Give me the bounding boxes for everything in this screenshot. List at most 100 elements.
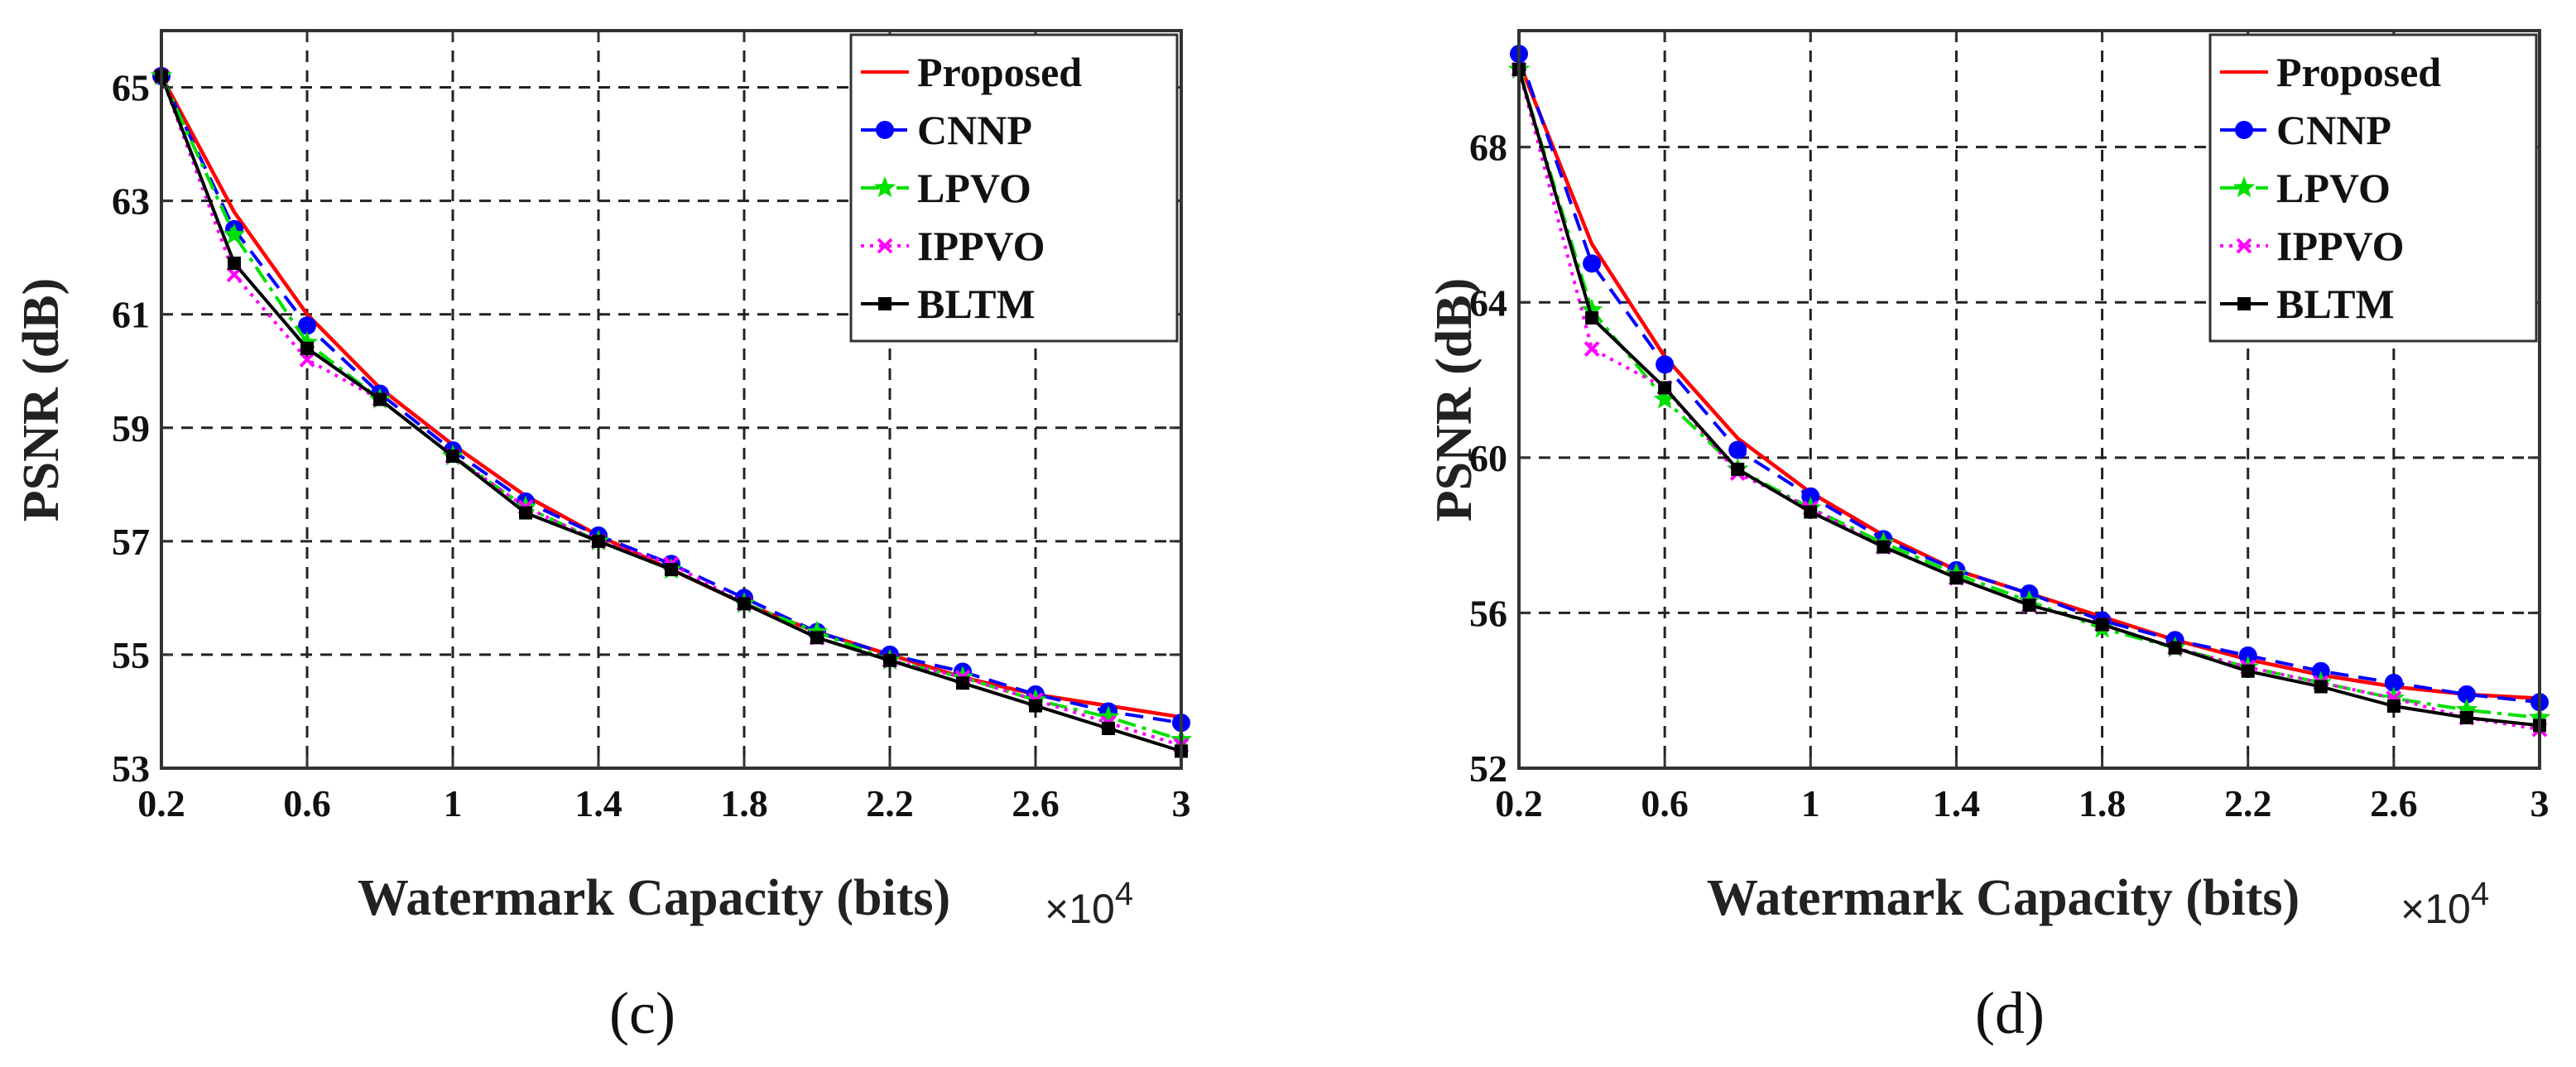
legend-entry-bltm: BLTM bbox=[861, 281, 1036, 327]
y-tick-label: 56 bbox=[1469, 592, 1507, 634]
y-tick-label: 52 bbox=[1469, 747, 1507, 790]
legend-entry-ippvo: IPPVO bbox=[2220, 223, 2405, 269]
series-line-cnnp bbox=[160, 74, 1182, 725]
x-tick-label: 1 bbox=[444, 782, 463, 824]
y-axis-label: PSNR (dB) bbox=[1426, 278, 1483, 522]
data-point-bltm bbox=[2386, 699, 2401, 713]
x-axis-exponent-power: 4 bbox=[2471, 876, 2489, 912]
legend-entry-ippvo: IPPVO bbox=[861, 223, 1045, 269]
data-point-cnnp bbox=[1728, 440, 1747, 459]
y-tick-label: 65 bbox=[112, 67, 150, 109]
axes-frame bbox=[160, 29, 1183, 770]
chart-panel-c: 0.2 0.6 1 1.4 1.8 2.2 2.6 3 53 55 57 59 61 63 65 Waterm… bbox=[13, 29, 1193, 1046]
legend-entry-cnnp: CNNP bbox=[861, 107, 1032, 153]
legend-entry-lpvo: LPVO bbox=[861, 165, 1031, 211]
y-tick-label: 63 bbox=[112, 180, 150, 223]
data-point-bltm bbox=[1658, 381, 1672, 395]
x-tick-label: 2.2 bbox=[2224, 782, 2272, 824]
x-tick-label: 2.6 bbox=[2370, 782, 2418, 824]
legend-entry-cnnp: CNNP bbox=[2220, 107, 2391, 153]
legend-marker bbox=[2235, 121, 2253, 139]
data-point-bltm bbox=[373, 392, 387, 406]
data-point-lpvo bbox=[805, 620, 829, 642]
x-axis-label: Watermark Capacity (bits) bbox=[1707, 870, 2300, 926]
y-axis-label: PSNR (dB) bbox=[13, 278, 70, 522]
x-axis-exponent: ×104 bbox=[2401, 876, 2489, 932]
data-point-bltm bbox=[1102, 722, 1115, 736]
axes-frame bbox=[1517, 29, 2541, 770]
legend-label: IPPVO bbox=[2276, 223, 2405, 269]
chart-panel-d: 0.2 0.6 1 1.4 1.8 2.2 2.6 3 52 56 60 64 68 Watermark … bbox=[1426, 29, 2551, 1046]
y-tick-label: 68 bbox=[1469, 127, 1507, 169]
legend: Proposed CNNP LPVO IPPVO BLTM bbox=[2208, 33, 2538, 343]
data-point-bltm bbox=[2168, 641, 2182, 655]
data-point-bltm bbox=[956, 676, 969, 690]
legend-entry-bltm: BLTM bbox=[2220, 281, 2395, 327]
data-point-bltm bbox=[300, 341, 314, 355]
legend-marker bbox=[877, 238, 893, 254]
series-line-cnnp bbox=[1517, 53, 2540, 704]
data-point-lpvo bbox=[1580, 298, 1603, 320]
legend-label: IPPVO bbox=[917, 223, 1045, 269]
legend-entry-proposed: Proposed bbox=[861, 49, 1082, 95]
legend-label: BLTM bbox=[917, 281, 1036, 327]
panel-caption: (c) bbox=[609, 980, 675, 1046]
y-tick-label: 55 bbox=[112, 634, 150, 676]
y-tick-label: 59 bbox=[112, 407, 150, 449]
x-tick-label: 1 bbox=[1801, 782, 1820, 824]
x-axis-exponent-power: 4 bbox=[1115, 876, 1133, 912]
x-tick-label: 0.2 bbox=[137, 782, 185, 824]
x-tick-label: 3 bbox=[1172, 782, 1191, 824]
data-point-bltm bbox=[446, 449, 459, 464]
data-point-lpvo bbox=[2455, 698, 2478, 719]
data-point-cnnp bbox=[1656, 355, 1675, 374]
y-tick-label: 61 bbox=[112, 294, 150, 336]
legend-label: Proposed bbox=[917, 49, 1082, 95]
legend-entry-lpvo: LPVO bbox=[2220, 165, 2391, 211]
data-point-bltm bbox=[665, 563, 678, 577]
data-point-bltm bbox=[2241, 664, 2255, 678]
x-tick-label: 2.2 bbox=[866, 782, 914, 824]
y-tick-label: 57 bbox=[112, 521, 150, 563]
data-point-lpvo bbox=[296, 331, 319, 353]
data-point-bltm bbox=[810, 631, 824, 645]
data-point-lpvo bbox=[1653, 387, 1676, 409]
data-point-cnnp bbox=[1583, 254, 1602, 273]
series-bltm bbox=[155, 69, 1188, 758]
data-point-bltm bbox=[1949, 571, 1963, 585]
data-point-bltm bbox=[1029, 699, 1042, 713]
x-axis-label: Watermark Capacity (bits) bbox=[358, 870, 950, 926]
data-point-lpvo bbox=[223, 223, 246, 245]
x-tick-label: 0.2 bbox=[1495, 782, 1543, 824]
panel-caption: (d) bbox=[1975, 980, 2045, 1046]
x-tick-label: 3 bbox=[2530, 782, 2550, 824]
y-tick-label: 64 bbox=[1469, 281, 1507, 324]
x-tick-label: 1.4 bbox=[1933, 782, 1981, 824]
x-tick-label: 1.8 bbox=[720, 782, 768, 824]
data-point-ippvo bbox=[1584, 341, 1600, 357]
legend-marker bbox=[2232, 176, 2256, 198]
series-bltm bbox=[1512, 62, 2546, 733]
data-point-bltm bbox=[1804, 505, 1818, 519]
data-point-bltm bbox=[2095, 618, 2109, 632]
legend-label: BLTM bbox=[2276, 281, 2395, 327]
data-point-bltm bbox=[2314, 680, 2328, 694]
data-point-bltm bbox=[2459, 711, 2473, 725]
legend-label: CNNP bbox=[2276, 107, 2391, 153]
x-tick-label: 1.8 bbox=[2079, 782, 2127, 824]
data-point-bltm bbox=[228, 257, 241, 271]
legend-marker bbox=[878, 297, 892, 310]
data-point-bltm bbox=[2022, 598, 2036, 613]
data-point-ippvo bbox=[299, 352, 315, 368]
legend-marker bbox=[2236, 238, 2252, 254]
y-tick-label: 53 bbox=[112, 747, 150, 790]
legend-marker bbox=[876, 121, 894, 139]
data-point-bltm bbox=[883, 653, 896, 667]
legend-marker bbox=[2237, 297, 2251, 310]
legend: Proposed CNNP LPVO IPPVO BLTM bbox=[849, 33, 1179, 343]
x-tick-label: 2.6 bbox=[1012, 782, 1060, 824]
data-point-bltm bbox=[1731, 462, 1745, 476]
data-point-bltm bbox=[519, 506, 532, 520]
data-point-bltm bbox=[1585, 311, 1599, 325]
data-point-bltm bbox=[738, 597, 751, 611]
